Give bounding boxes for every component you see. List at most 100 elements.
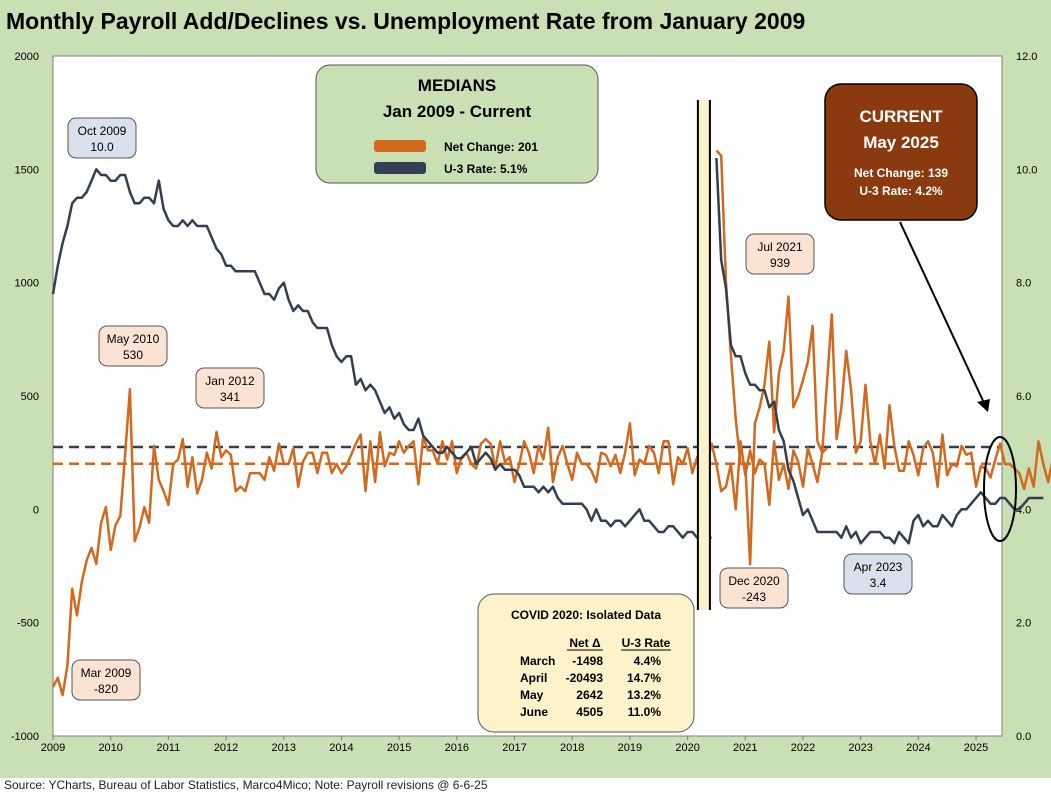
y-left-tick-label: -500 (17, 618, 39, 630)
callout-oct-2009: Oct 2009 10.0 (67, 117, 137, 159)
medians-subtitle: Jan 2009 - Current (383, 102, 532, 121)
x-tick-label: 2009 (41, 742, 65, 754)
covid-gap-band (697, 100, 710, 610)
covid-row-month: June (520, 705, 548, 719)
medians-box-background (315, 64, 599, 184)
callout-box (745, 233, 815, 275)
callout-label: Jan 2012 (205, 374, 255, 388)
x-tick-label: 2013 (272, 742, 296, 754)
y-left-tick-label: -1000 (11, 731, 39, 743)
medians-title: MEDIANS (418, 76, 496, 95)
medians-legend-box: MEDIANS Jan 2009 - Current Net Change: 201… (315, 64, 599, 184)
y-left-tick-label: 1500 (15, 164, 39, 176)
callout-box (98, 325, 168, 367)
covid-title: COVID 2020: Isolated Data (511, 608, 661, 622)
y-right-tick-label: 6.0 (1016, 391, 1031, 403)
callout-value: 530 (123, 348, 143, 362)
y-right-tick-label: 10.0 (1016, 164, 1037, 176)
current-box: CURRENT May 2025 Net Change: 139 U-3 Rate: … (824, 83, 978, 221)
callout-jul-2021: Jul 2021 939 (745, 233, 815, 275)
x-tick-label: 2022 (791, 742, 815, 754)
y-right-tick-label: 0.0 (1016, 731, 1031, 743)
x-tick-label: 2015 (387, 742, 411, 754)
x-tick-label: 2019 (618, 742, 642, 754)
chart-title: Monthly Payroll Add/Declines vs. Unemplo… (0, 0, 1051, 42)
covid-box-background (477, 593, 695, 733)
covid-row-net: -20493 (566, 671, 604, 685)
callout-value: 939 (770, 256, 790, 270)
y-left-tick-label: 2000 (15, 51, 39, 63)
callout-jan-2012: Jan 2012 341 (195, 367, 265, 409)
callout-value: 3.4 (870, 576, 887, 590)
callout-label: Mar 2009 (81, 666, 132, 680)
callout-apr-2023: Apr 2023 3.4 (843, 553, 913, 595)
x-tick-label: 2025 (964, 742, 988, 754)
current-subtitle: May 2025 (863, 133, 939, 152)
callout-mar-2009: Mar 2009 -820 (71, 659, 141, 701)
covid-row-net: 2642 (576, 688, 603, 702)
y-right-tick-label: 2.0 (1016, 618, 1031, 630)
current-u3-rate: U-3 Rate: 4.2% (859, 184, 943, 198)
x-tick-label: 2017 (502, 742, 526, 754)
u3-rate-series-line (715, 157, 1044, 545)
covid-row-month: March (520, 654, 555, 668)
x-tick-label: 2010 (98, 742, 122, 754)
x-tick-label: 2021 (733, 742, 757, 754)
x-tick-label: 2024 (906, 742, 930, 754)
covid-row-month: May (520, 688, 544, 702)
covid-row-rate: 13.2% (627, 688, 661, 702)
callout-label: May 2010 (107, 332, 160, 346)
chart-area: 2000 1500 1000 500 0 -500 -1000 12.0 10.0 8.0 6.0 4… (0, 42, 1051, 778)
covid-row-rate: 11.0% (628, 705, 662, 719)
callout-value: 341 (220, 390, 240, 404)
callout-may-2010: May 2010 530 (98, 325, 168, 367)
legend-swatch-u3-rate (374, 162, 426, 174)
x-tick-label: 2018 (560, 742, 584, 754)
covid-header-rate: U-3 Rate (622, 636, 671, 650)
legend-label-net-change: Net Change: 201 (444, 140, 538, 154)
covid-row-rate: 4.4% (634, 654, 662, 668)
x-tick-label: 2020 (675, 742, 699, 754)
covid-row-net: 4505 (576, 705, 603, 719)
y-left-tick-label: 0 (33, 504, 39, 516)
callout-box (195, 367, 265, 409)
y-left-tick-label: 500 (21, 391, 39, 403)
covid-row-rate: 14.7% (627, 671, 661, 685)
covid-data-box: COVID 2020: Isolated Data Net Δ U-3 Rate Ma… (477, 593, 695, 733)
callout-label: Dec 2020 (728, 574, 780, 588)
x-tick-label: 2011 (157, 742, 181, 754)
callout-box (67, 117, 137, 159)
callout-label: Oct 2009 (78, 124, 127, 138)
y-left-tick-label: 1000 (15, 278, 39, 290)
callout-label: Apr 2023 (854, 560, 903, 574)
current-box-background (824, 83, 978, 221)
x-tick-label: 2014 (329, 742, 353, 754)
callout-value: -820 (94, 682, 118, 696)
y-right-tick-label: 8.0 (1016, 278, 1031, 290)
x-tick-label: 2012 (214, 742, 238, 754)
callout-box (843, 553, 913, 595)
callout-value: 10.0 (90, 140, 114, 154)
current-net-change: Net Change: 139 (854, 166, 948, 180)
callout-label: Jul 2021 (757, 240, 803, 254)
x-tick-label: 2023 (848, 742, 872, 754)
legend-label-u3-rate: U-3 Rate: 5.1% (444, 162, 528, 176)
net-change-series-line (715, 149, 1051, 566)
current-highlight-ellipse (983, 436, 1017, 542)
u3-rate-series-line (51, 168, 712, 539)
callout-dec-2020: Dec 2020 -243 (719, 567, 789, 609)
covid-row-net: -1498 (572, 654, 603, 668)
callout-box (71, 659, 141, 701)
current-arrow-head (977, 399, 990, 412)
covid-header-net: Net Δ (569, 636, 601, 650)
y-right-tick-label: 12.0 (1016, 51, 1037, 63)
current-arrow-line (899, 221, 986, 406)
callout-box (719, 567, 789, 609)
x-tick-label: 2016 (445, 742, 469, 754)
legend-swatch-net-change (374, 140, 426, 152)
callout-value: -243 (742, 590, 766, 604)
source-note: Source: YCharts, Bureau of Labor Statist… (4, 778, 488, 792)
current-title: CURRENT (859, 107, 943, 126)
covid-row-month: April (520, 671, 547, 685)
